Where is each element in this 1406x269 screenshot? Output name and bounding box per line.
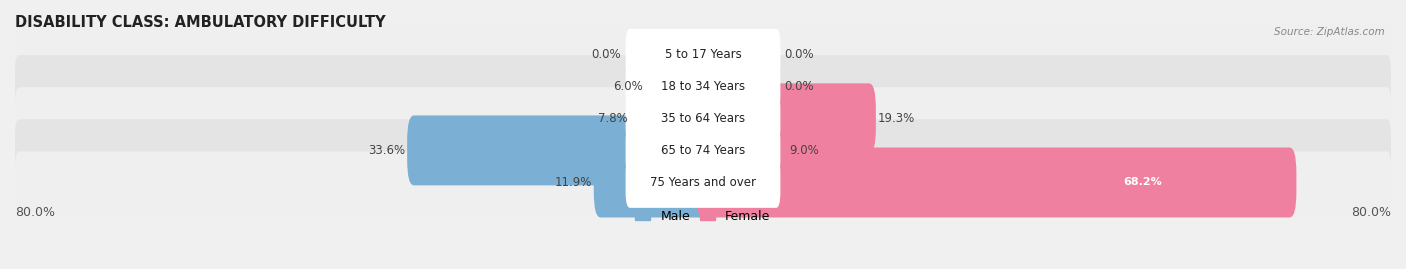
FancyBboxPatch shape xyxy=(15,151,1391,214)
FancyBboxPatch shape xyxy=(15,55,1391,117)
FancyBboxPatch shape xyxy=(696,115,787,185)
Text: 68.2%: 68.2% xyxy=(1123,178,1163,187)
Text: 19.3%: 19.3% xyxy=(877,112,915,125)
Text: 35 to 64 Years: 35 to 64 Years xyxy=(661,112,745,125)
Text: 65 to 74 Years: 65 to 74 Years xyxy=(661,144,745,157)
Text: 18 to 34 Years: 18 to 34 Years xyxy=(661,80,745,93)
FancyBboxPatch shape xyxy=(696,83,876,153)
FancyBboxPatch shape xyxy=(626,157,780,208)
Text: 9.0%: 9.0% xyxy=(789,144,818,157)
Text: 5 to 17 Years: 5 to 17 Years xyxy=(665,48,741,61)
FancyBboxPatch shape xyxy=(696,147,1296,217)
Text: 80.0%: 80.0% xyxy=(1351,206,1391,219)
FancyBboxPatch shape xyxy=(626,93,780,144)
Text: 11.9%: 11.9% xyxy=(555,176,592,189)
Text: 0.0%: 0.0% xyxy=(592,48,621,61)
Text: 80.0%: 80.0% xyxy=(15,206,55,219)
Text: 75 Years and over: 75 Years and over xyxy=(650,176,756,189)
FancyBboxPatch shape xyxy=(593,147,710,217)
FancyBboxPatch shape xyxy=(15,23,1391,85)
Text: 6.0%: 6.0% xyxy=(613,80,643,93)
Text: DISABILITY CLASS: AMBULATORY DIFFICULTY: DISABILITY CLASS: AMBULATORY DIFFICULTY xyxy=(15,15,385,30)
FancyBboxPatch shape xyxy=(15,119,1391,182)
FancyBboxPatch shape xyxy=(626,61,780,112)
Text: 0.0%: 0.0% xyxy=(785,80,814,93)
FancyBboxPatch shape xyxy=(644,51,710,121)
Text: 0.0%: 0.0% xyxy=(785,48,814,61)
Text: Source: ZipAtlas.com: Source: ZipAtlas.com xyxy=(1274,27,1385,37)
FancyBboxPatch shape xyxy=(626,29,780,80)
FancyBboxPatch shape xyxy=(626,125,780,176)
Text: 33.6%: 33.6% xyxy=(368,144,405,157)
FancyBboxPatch shape xyxy=(408,115,710,185)
FancyBboxPatch shape xyxy=(15,87,1391,150)
Legend: Male, Female: Male, Female xyxy=(630,205,776,228)
FancyBboxPatch shape xyxy=(628,83,710,153)
Text: 7.8%: 7.8% xyxy=(598,112,627,125)
